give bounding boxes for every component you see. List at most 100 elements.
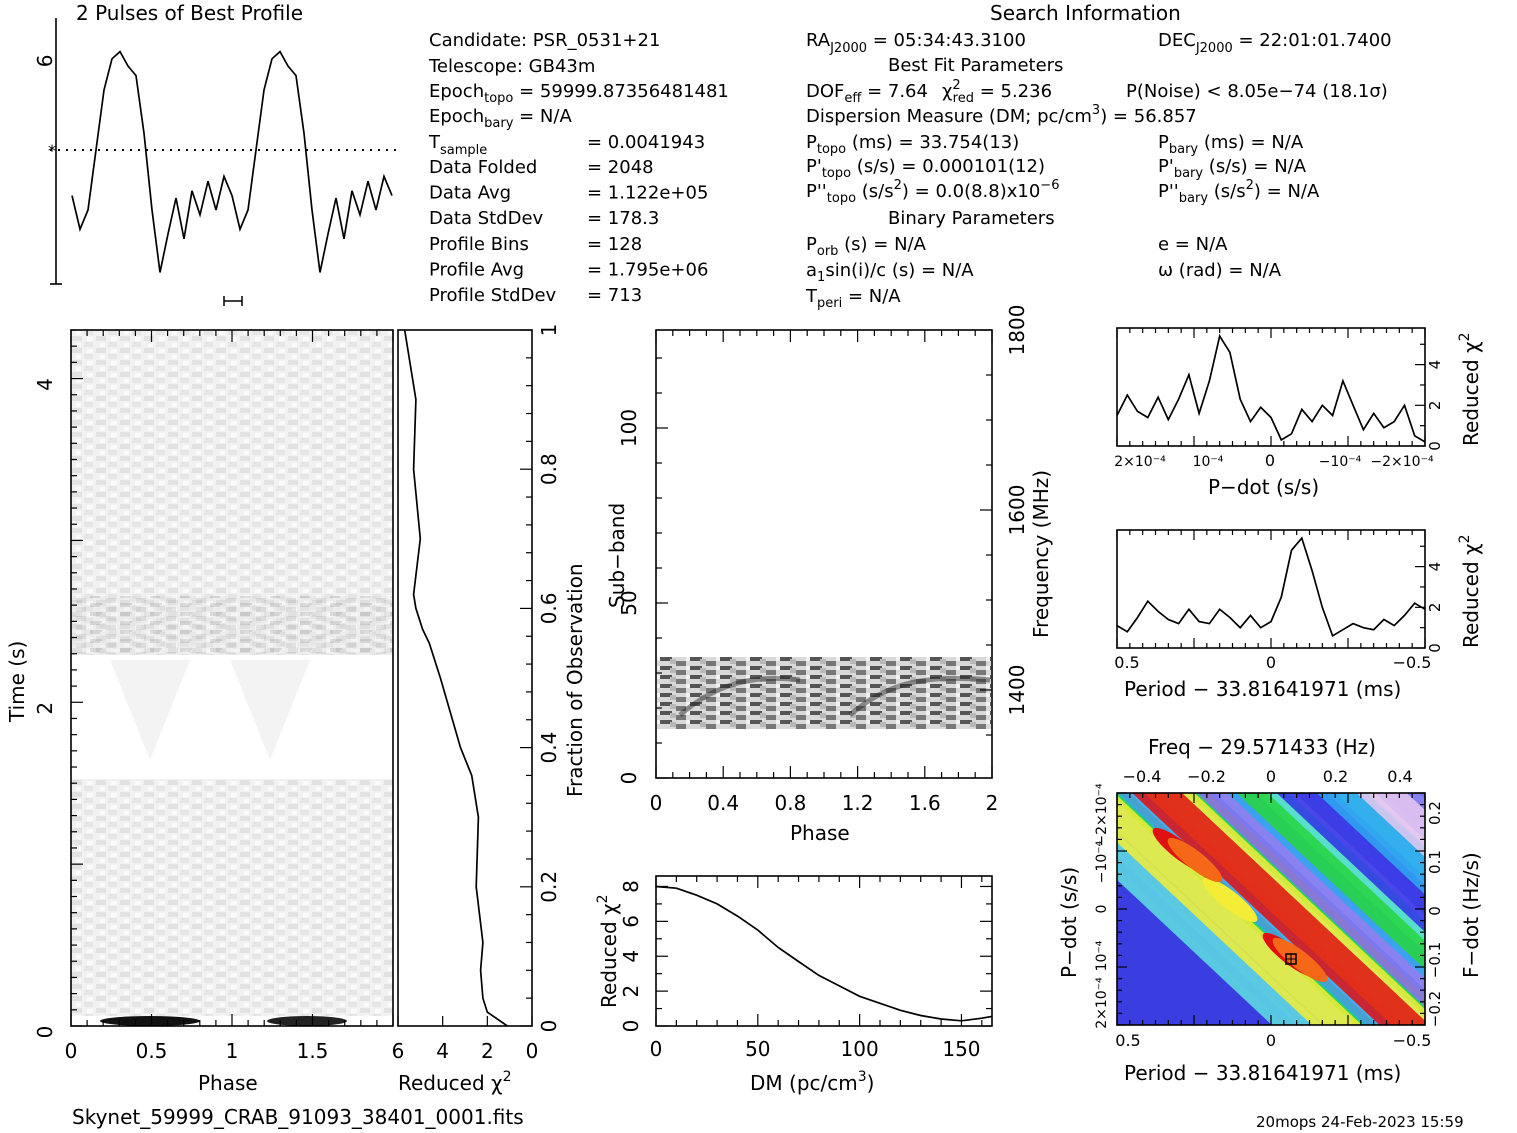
fraction-tick-label: 0 <box>537 1020 561 1033</box>
period-plot: 0.5 0 −0.5 024 Period − 33.81641971 (ms) R… <box>1114 529 1483 701</box>
pdot-curve <box>1116 333 1426 443</box>
period-chi2-tick-label: 0 <box>1426 643 1444 653</box>
pdot-tick-label: 0 <box>1265 451 1275 470</box>
pdot-chi2-tick-label: 0 <box>1426 441 1444 451</box>
phase-tick-label: 0.5 <box>136 1039 168 1063</box>
binary-title: Binary Parameters <box>888 208 1055 229</box>
subband-axis-label: Sub−band <box>605 503 629 608</box>
omega-line: ω (rad) = N/A <box>1158 260 1282 281</box>
dm-plot: 0 50 100 150 0 2 4 6 8 Reduced χ2 DM (pc/cm3) <box>595 875 993 1095</box>
epoch-bary-value: = N/A <box>513 106 572 127</box>
dof-value: = 7.64 <box>861 81 928 102</box>
pp-freq-tick-label: 0.2 <box>1323 767 1348 786</box>
p-pdot-peak <box>1272 937 1328 983</box>
phase-tick-label: 0 <box>65 1039 78 1063</box>
a1-line: a1sin(i)/c (s) = N/A <box>806 260 974 285</box>
subband-heatmap <box>657 657 991 729</box>
t-sample-line: Tsample <box>428 132 487 158</box>
p-pdot-peak <box>1202 877 1258 923</box>
p-pdot-heatmap <box>1117 793 1425 1025</box>
info-row-label: Data Folded <box>429 157 537 178</box>
fdot-axis-label: F−dot (Hz/s) <box>1459 852 1483 978</box>
epoch-topo-line: Epochtopo = 59999.87356481481 <box>429 81 729 106</box>
search-info-block: RAJ2000 = 05:34:43.3100 DECJ2000 = 22:01… <box>805 30 1392 311</box>
chi2-tick-label: 0 <box>526 1039 539 1063</box>
pp-pdot-axis-label: P−dot (s/s) <box>1057 867 1081 978</box>
frequency-axis-label: Frequency (MHz) <box>1029 470 1053 638</box>
pp-pdot-tick-label: 10⁻⁴ <box>1094 940 1110 971</box>
time-tick-label: 4 <box>33 378 57 391</box>
p-pdot-stripe <box>1356 793 1425 858</box>
pdot-tick-label: −2×10⁻⁴ <box>1370 454 1434 470</box>
p-pdot-stripe <box>1196 793 1425 1008</box>
phase-tick-label: 1.5 <box>297 1039 329 1063</box>
dm-tick-label: 100 <box>841 1037 879 1061</box>
pp-period-axis-label: Period − 33.81641971 (ms) <box>1124 1061 1401 1085</box>
dm-tick-label: 0 <box>650 1037 663 1061</box>
telescope-line: Telescope: GB43m <box>428 56 595 77</box>
chi2-tick-label: 4 <box>436 1039 449 1063</box>
dm-reduced-chi2-label: Reduced χ2 <box>595 894 621 1008</box>
period-reduced-chi2-label: Reduced χ2 <box>1457 534 1483 648</box>
p-pdot-stripe <box>1132 793 1425 1025</box>
subband-plot: 0 0.4 0.8 1.2 1.6 2 0 50 100 1400 1600 1800 Phase… <box>605 305 1053 845</box>
pdot-chi2-tick-label: 2 <box>1426 401 1444 411</box>
dm-chi2-tick-label: 0 <box>619 1020 643 1033</box>
dm-curve <box>655 885 993 1022</box>
candidate-line: Candidate: PSR_0531+21 <box>429 30 660 51</box>
pp-fdot-tick-label: 0 <box>1426 906 1444 916</box>
p-pdot-peak <box>1167 837 1223 883</box>
fraction-tick-label: 0.4 <box>537 732 561 764</box>
dm-chi2-tick-label: 8 <box>619 880 643 893</box>
pp-fdot-tick-label: −0.2 <box>1426 991 1444 1027</box>
dm-axis-label: DM (pc/cm3) <box>750 1069 874 1095</box>
pdot-plot: 2×10⁻⁴ 10⁻⁴ 0 −10⁻⁴ −2×10⁻⁴ 024 P−dot (s/s) … <box>1114 327 1483 499</box>
fraction-axis-label: Fraction of Observation <box>563 563 587 797</box>
time-tick-label: 0 <box>33 1026 57 1039</box>
dm-chi2-tick-label: 4 <box>619 950 643 963</box>
p-topo-line: Ptopo (ms) = 33.754(13) <box>806 132 1019 157</box>
chi2-tick-label: 2 <box>481 1039 494 1063</box>
pp-period-tick-label: 0.5 <box>1115 1031 1140 1050</box>
dm-chi2-tick-label: 6 <box>619 915 643 928</box>
porb-line: Porb (s) = N/A <box>806 234 927 259</box>
e-line: e = N/A <box>1158 234 1228 255</box>
fraction-tick-label: 0.2 <box>537 871 561 903</box>
profile-title: 2 Pulses of Best Profile <box>76 1 303 25</box>
dof-line: DOFeff = 7.64 χ2 red = 5.236 <box>806 78 1052 106</box>
pp-freq-tick-label: 0.4 <box>1387 767 1412 786</box>
pulse-spot-1 <box>100 1016 200 1026</box>
fraction-tick-label: 1 <box>537 324 561 337</box>
info-row-label: Profile StdDev <box>429 285 557 306</box>
error-bar <box>223 296 243 306</box>
reduced-chi2-label: Reduced χ2 <box>398 1069 512 1095</box>
epoch-bary-line: Epochbary = N/A <box>429 106 572 131</box>
timestamp: 20mops 24-Feb-2023 15:59 <box>1256 1113 1464 1131</box>
info-row-value: = 1.122e+05 <box>587 183 708 204</box>
subband-tick-label: 0 <box>617 772 641 785</box>
fraction-tick-label: 0.6 <box>537 592 561 624</box>
frequency-tick-label: 1600 <box>1005 485 1029 536</box>
info-row-value: = 178.3 <box>587 208 659 229</box>
pp-pdot-tick-label: −10⁻⁴ <box>1094 840 1110 883</box>
pd-topo-line: P'topo (s/s) = 0.000101(12) <box>806 156 1045 181</box>
chi2-time-frame <box>397 329 533 1027</box>
subband-phase-tick-label: 1.2 <box>842 791 874 815</box>
phase-tick-label: 1 <box>226 1039 239 1063</box>
tperi-line: Tperi = N/A <box>805 286 901 311</box>
subband-tick-label: 100 <box>617 409 641 447</box>
phase-axis-label: Phase <box>198 1071 258 1095</box>
pp-fdot-tick-label: −0.1 <box>1426 942 1444 978</box>
period-axis-label: Period − 33.81641971 (ms) <box>1124 677 1401 701</box>
p-pdot-stripe <box>1236 793 1425 970</box>
pp-fdot-tick-label: 0.2 <box>1426 801 1444 825</box>
pp-pdot-tick-label: 0 <box>1094 905 1110 914</box>
pp-pdot-tick-label: −2×10⁻⁴ <box>1094 783 1110 847</box>
time-tick-label: 2 <box>33 702 57 715</box>
dm-frame <box>655 875 993 1027</box>
chi2-tick-label: 6 <box>392 1039 405 1063</box>
time-tick-label: 6 <box>33 54 57 67</box>
info-row-value: = 128 <box>587 234 642 255</box>
